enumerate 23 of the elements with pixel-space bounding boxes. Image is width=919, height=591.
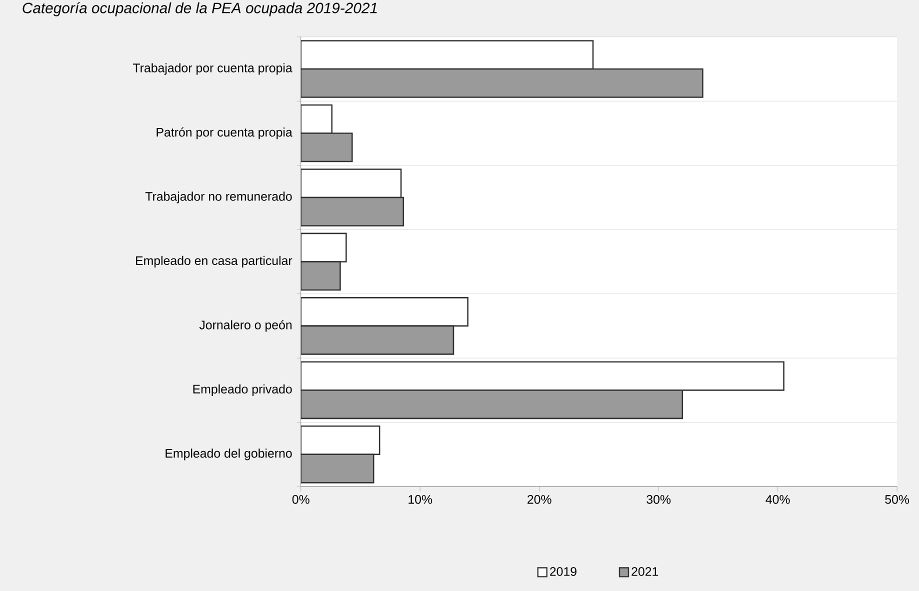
x-tick-label: 0%	[292, 494, 310, 504]
bar	[300, 325, 454, 355]
bar	[300, 196, 404, 226]
y-tick-label: Patrón por cuenta propia	[156, 127, 292, 139]
x-tick-label: 30%	[646, 494, 671, 504]
y-tick-label: Trabajador no remunerado	[145, 192, 292, 204]
text: 2019	[550, 567, 576, 576]
chart-title: Categoría ocupacional de la PEA ocupada 2019-2021	[22, 2, 377, 16]
x-tick-label: 40%	[766, 494, 790, 504]
bar	[300, 389, 684, 419]
bar	[300, 68, 704, 98]
bar	[300, 132, 353, 162]
x-tick-label: 50%	[885, 494, 910, 504]
y-tick-label: Empleado del gobierno	[166, 448, 292, 460]
legend-label: 2021	[632, 567, 658, 576]
y-tick-label: Trabajador por cuenta propia	[132, 63, 292, 75]
y-tick-label: Jornalero o peón	[199, 320, 292, 332]
x-tick-label: 10%	[408, 494, 432, 504]
y-tick-label: Empleado en casa particular	[136, 256, 292, 268]
bar	[300, 454, 374, 484]
x-tick-label: 20%	[528, 494, 552, 504]
y-tick-label: Empleado privado	[193, 384, 292, 396]
bar	[300, 260, 341, 291]
